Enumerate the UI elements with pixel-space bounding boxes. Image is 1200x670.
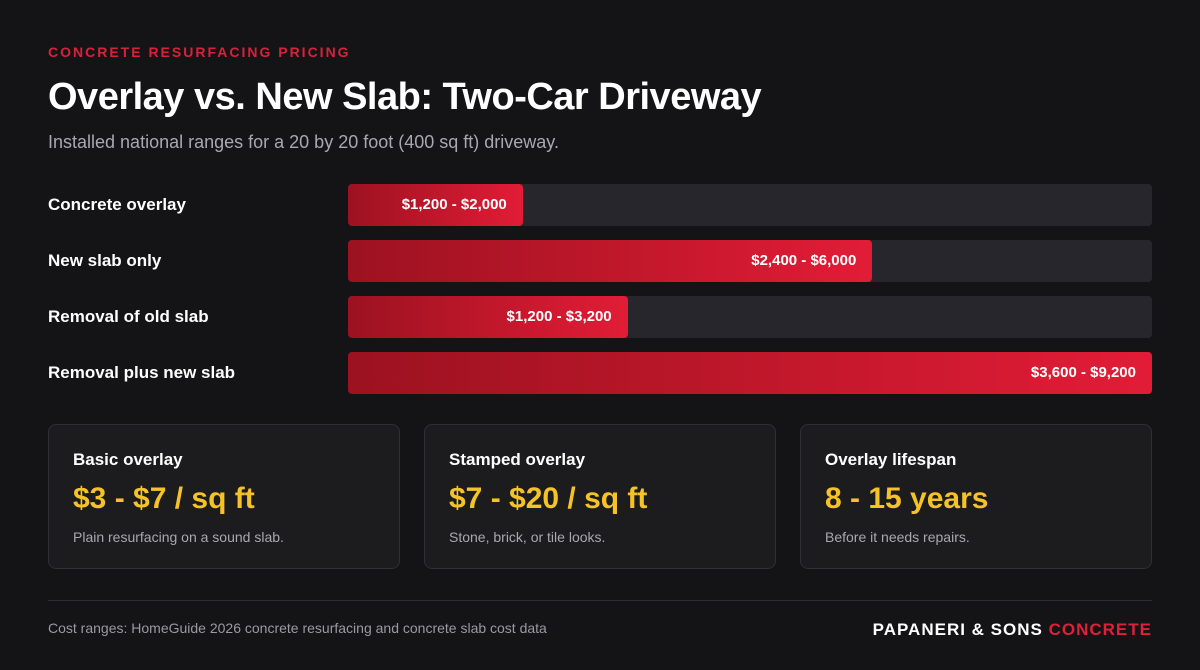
row-label: Removal plus new slab <box>48 363 236 382</box>
row-label: New slab only <box>48 251 162 270</box>
card-note: Stone, brick, or tile looks. <box>449 529 606 545</box>
bar-track: $1,200 - $3,200 <box>348 296 1152 338</box>
stat-card: Overlay lifespan 8 - 15 years Before it ne… <box>800 424 1152 569</box>
title: Overlay vs. New Slab: Two-Car Driveway <box>48 76 762 118</box>
card-note: Plain resurfacing on a sound slab. <box>73 529 284 545</box>
row-label: Concrete overlay <box>48 195 186 214</box>
card-value: 8 - 15 years <box>825 482 989 515</box>
card-value: $7 - $20 / sq ft <box>449 482 648 515</box>
card-title: Stamped overlay <box>449 450 586 469</box>
divider <box>48 600 1152 601</box>
row-label: Removal of old slab <box>48 307 209 326</box>
subtitle: Installed national ranges for a 20 by 20… <box>48 132 559 152</box>
bar: $1,200 - $3,200 <box>348 296 628 338</box>
bar-track: $2,400 - $6,000 <box>348 240 1152 282</box>
bar: $1,200 - $2,000 <box>348 184 523 226</box>
brand-name: PAPANERI & SONS <box>872 620 1043 639</box>
value-label: $3,600 - $9,200 <box>1030 364 1136 381</box>
eyebrow: CONCRETE RESURFACING PRICING <box>48 44 351 60</box>
card-note: Before it needs repairs. <box>825 529 970 545</box>
value-label: $1,200 - $2,000 <box>401 196 507 213</box>
stat-card: Basic overlay $3 - $7 / sq ft Plain resurf… <box>48 424 400 569</box>
bar: $3,600 - $9,200 <box>348 352 1152 394</box>
card-value: $3 - $7 / sq ft <box>73 482 255 515</box>
card-title: Overlay lifespan <box>825 450 957 469</box>
brand-accent: CONCRETE <box>1048 620 1152 639</box>
value-label: $1,200 - $3,200 <box>506 308 612 325</box>
bar: $2,400 - $6,000 <box>348 240 873 282</box>
bar-track: $3,600 - $9,200 <box>348 352 1152 394</box>
stat-card: Stamped overlay $7 - $20 / sq ft Stone, br… <box>424 424 776 569</box>
value-label: $2,400 - $6,000 <box>751 252 857 269</box>
source-note: Cost ranges: HomeGuide 2026 concrete res… <box>48 620 547 636</box>
bar-track: $1,200 - $2,000 <box>348 184 1152 226</box>
card-title: Basic overlay <box>73 450 183 469</box>
brand: PAPANERI & SONS CONCRETE <box>873 620 1152 640</box>
